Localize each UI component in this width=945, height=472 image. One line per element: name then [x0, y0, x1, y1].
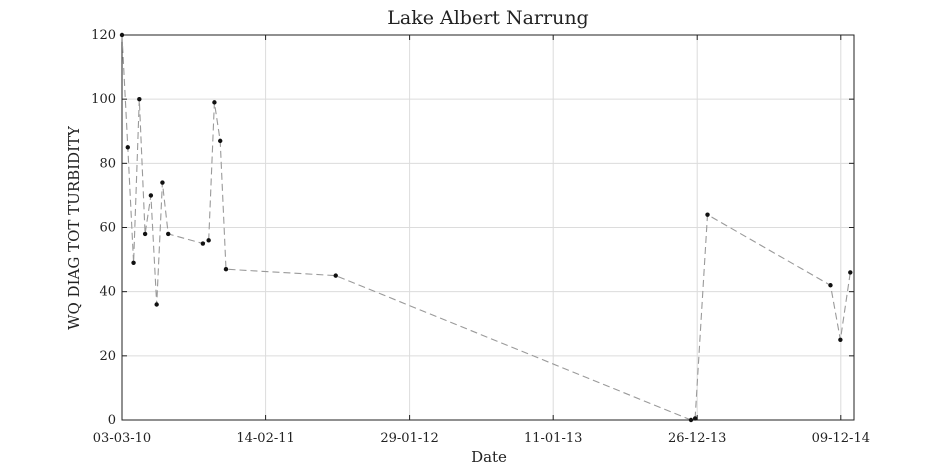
data-point: [828, 283, 833, 288]
data-point: [119, 32, 125, 38]
y-tick-label: 40: [99, 285, 116, 300]
y-axis-title: WQ DIAG TOT TURBIDITY: [65, 125, 83, 330]
x-axis: 03-03-10 14-02-11 29-01-12 11-01-13 26-12-13…: [93, 35, 870, 446]
y-tick-label: 80: [99, 156, 116, 171]
data-point: [688, 417, 694, 423]
chart-title: Lake Albert Narrung: [387, 7, 588, 29]
data-point: [212, 100, 217, 105]
data-point: [125, 145, 130, 150]
x-tick-label: 03-03-10: [93, 431, 151, 446]
data-point: [131, 260, 136, 265]
data-point: [137, 96, 142, 102]
x-tick-label: 11-01-13: [524, 431, 582, 446]
data-point: [705, 212, 710, 217]
data-point: [838, 337, 843, 342]
data-point: [200, 241, 206, 246]
data-point: [148, 193, 154, 198]
data-point: [848, 270, 853, 275]
data-point: [218, 138, 223, 144]
y-axis: 0 20 40 60 80 100 120: [91, 28, 854, 428]
y-tick-label: 120: [91, 28, 116, 43]
x-axis-title: Date: [471, 448, 507, 466]
data-point: [223, 267, 229, 272]
data-point: [333, 273, 338, 278]
x-tick-label: 29-01-12: [380, 431, 438, 446]
data-point: [166, 231, 171, 237]
y-tick-label: 60: [99, 221, 116, 236]
x-tick-label: 14-02-11: [236, 431, 294, 446]
data-point: [154, 302, 159, 307]
y-tick-label: 0: [108, 413, 116, 428]
y-tick-label: 20: [99, 349, 116, 364]
data-series: [119, 32, 853, 423]
data-point: [160, 180, 165, 185]
data-point: [206, 238, 211, 243]
x-tick-label: 26-12-13: [668, 431, 726, 446]
grid: [121, 34, 854, 421]
data-point: [142, 231, 148, 237]
y-tick-label: 100: [91, 92, 116, 107]
data-point: [692, 416, 698, 421]
x-tick-label: 09-12-14: [812, 431, 870, 446]
